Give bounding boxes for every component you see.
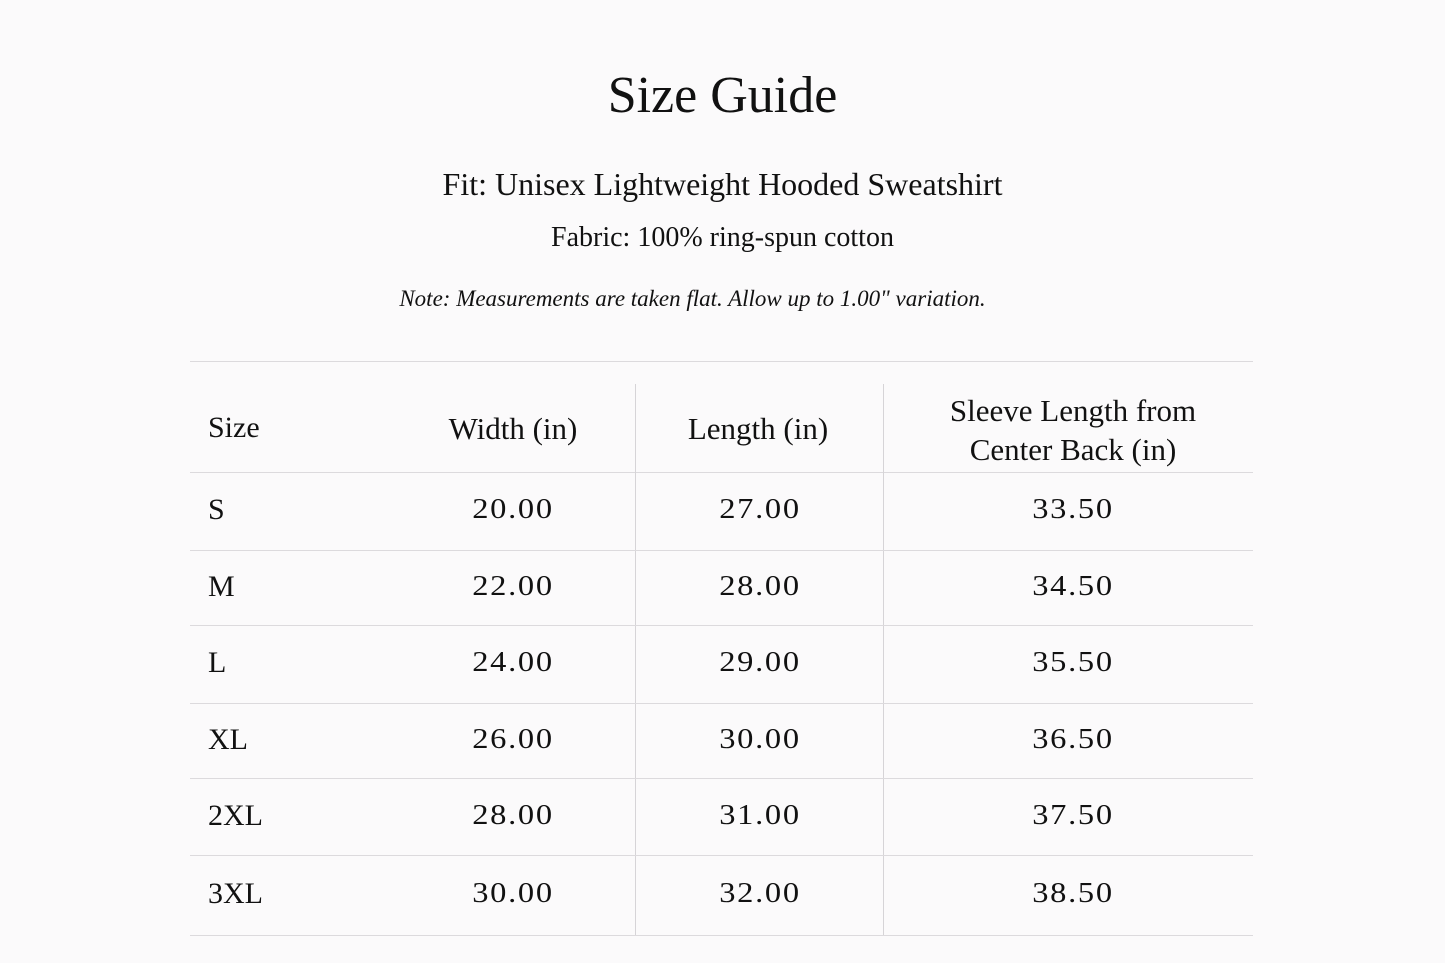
row-divider — [190, 703, 1253, 704]
cell-size: L — [208, 646, 227, 679]
cell-size: 3XL — [208, 877, 263, 910]
row-divider — [190, 625, 1253, 626]
fabric-description: Fabric: 100% ring-spun cotton — [551, 222, 894, 253]
header-size: Size — [208, 411, 260, 444]
cell-length: 27.00 — [719, 493, 801, 525]
page-title: Size Guide — [607, 67, 838, 124]
cell-size: S — [208, 493, 225, 526]
cell-width: 28.00 — [472, 798, 554, 831]
row-divider — [190, 778, 1253, 779]
cell-sleeve: 34.50 — [1032, 569, 1114, 602]
header-length: Length (in) — [687, 411, 829, 446]
cell-width: 22.00 — [472, 569, 554, 602]
cell-length: 29.00 — [719, 646, 801, 678]
cell-sleeve: 37.50 — [1032, 798, 1114, 831]
row-divider — [190, 855, 1253, 856]
cell-length: 28.00 — [719, 569, 801, 602]
cell-size: 2XL — [208, 798, 263, 832]
cell-sleeve: 35.50 — [1032, 646, 1114, 678]
divider — [190, 472, 1253, 473]
cell-width: 24.00 — [472, 646, 554, 678]
cell-sleeve: 33.50 — [1032, 493, 1114, 525]
cell-width: 20.00 — [472, 493, 554, 525]
header-sleeve-line2: Center Back (in) — [969, 432, 1177, 467]
fit-description: Fit: Unisex Lightweight Hooded Sweatshir… — [442, 166, 1003, 202]
cell-sleeve: 36.50 — [1032, 722, 1114, 755]
header-width: Width (in) — [448, 411, 578, 446]
divider — [635, 384, 636, 935]
cell-size: XL — [208, 722, 248, 756]
header-sleeve-line1: Sleeve Length from — [949, 393, 1197, 428]
cell-width: 30.00 — [472, 877, 554, 909]
cell-length: 30.00 — [719, 722, 801, 755]
cell-size: M — [208, 569, 235, 603]
row-divider — [190, 550, 1253, 551]
cell-length: 31.00 — [719, 798, 801, 831]
divider — [190, 361, 1253, 362]
divider — [883, 384, 884, 935]
cell-width: 26.00 — [472, 722, 554, 755]
cell-sleeve: 38.50 — [1032, 877, 1114, 909]
measurement-note: Note: Measurements are taken flat. Allow… — [399, 286, 986, 311]
cell-length: 32.00 — [719, 877, 801, 909]
row-divider — [190, 935, 1253, 936]
